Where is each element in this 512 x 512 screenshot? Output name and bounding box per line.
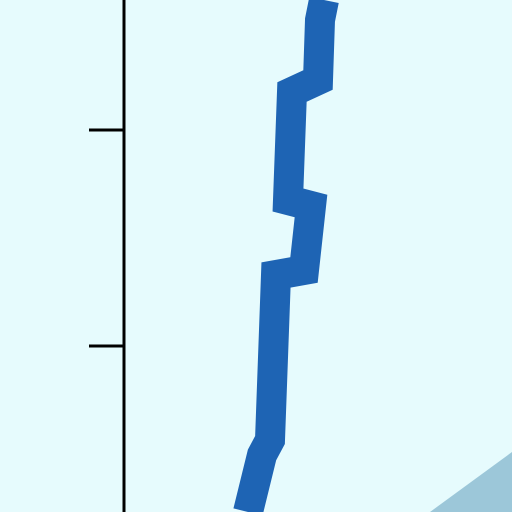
corner-area-fill bbox=[430, 452, 512, 512]
series-line bbox=[233, 0, 339, 512]
y-axis-ticks bbox=[89, 128, 124, 348]
